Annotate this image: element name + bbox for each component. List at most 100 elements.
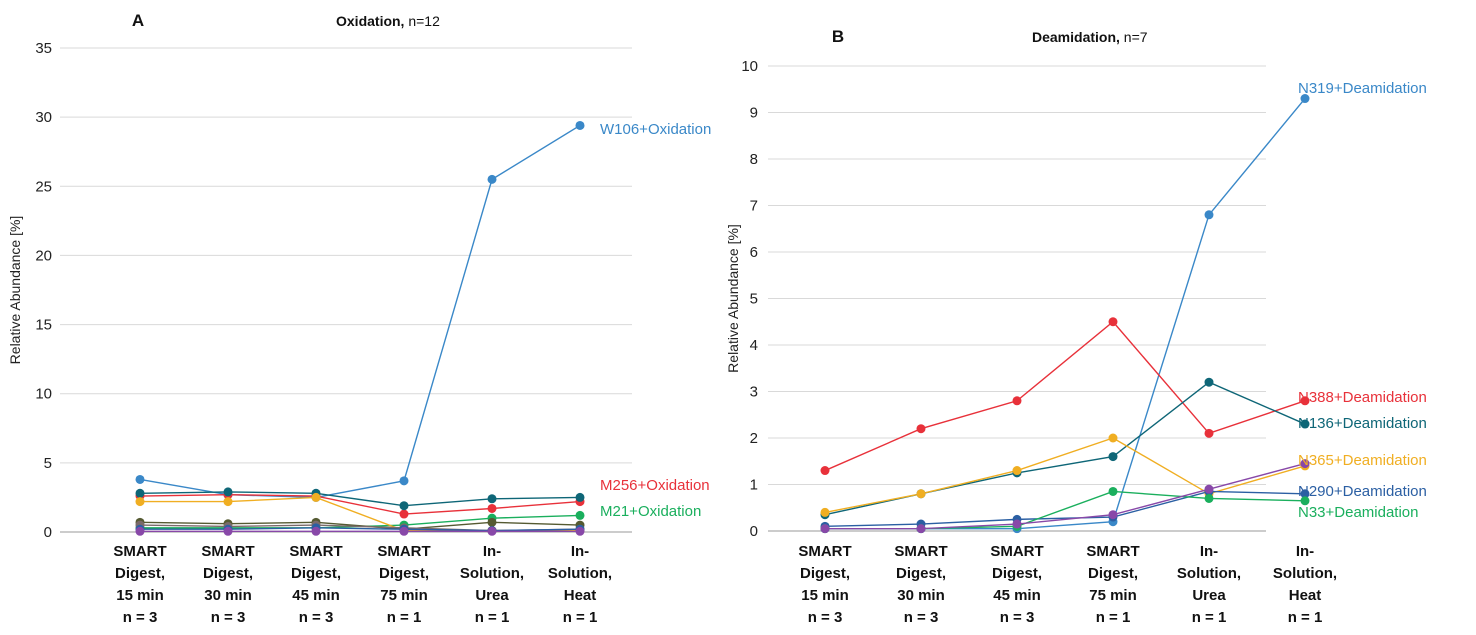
panel-b-series-point-6 [1108,510,1118,520]
panel-b-series-point-6 [1300,459,1310,469]
panel-a-series-point-1 [487,503,497,513]
panel-b-x-tick-label: Digest, [992,565,1042,582]
panel-b-x-tick-label: n = 1 [1096,609,1131,626]
panel-a-series-line-1 [139,493,581,515]
panel-b-y-tick-label: 6 [750,244,758,261]
panel-a-series-point-3 [135,488,145,498]
panel-b-series-label-1: N388+Deamidation [1298,389,1427,406]
panel-b-series-point-5 [1300,496,1310,506]
panel-b-series-point-2 [1108,452,1118,462]
panel-b-panel-label: B [832,27,844,46]
panel-a-x-tick-label: Digest, [379,565,429,582]
panel-b-series-point-1 [1300,396,1310,406]
panel-a-series-point-3 [223,487,233,497]
panel-a-series-point-3 [399,501,409,511]
panel-b-x-tick-label: Urea [1192,587,1226,604]
panel-a-x-tick-label: In- [571,543,589,560]
panel-a-series-point-0 [487,174,497,184]
panel-b-series-point-1 [820,466,830,476]
panel-a-x-tick-label: n = 3 [299,609,334,626]
panel-b-x-tick-label: In- [1296,543,1314,560]
panel-b-series-line-1 [824,320,1306,472]
panel-b-series-point-1 [1204,428,1214,438]
panel-b-series-point-3 [916,489,926,499]
panel-a-x-tick-label: SMART [201,543,254,560]
panel-b-series-point-1 [916,424,926,434]
panel-b-x-tick-label: 75 min [1089,587,1137,604]
panel-b-series-line-4 [824,490,1306,528]
panel-a-series-point-8 [399,526,409,536]
panel-a-x-tick-label: Solution, [548,565,612,582]
panel-b-x-tick-label: n = 3 [808,609,843,626]
panel-b-x-tick-label: SMART [990,543,1043,560]
panel-b-series-point-6 [1012,519,1022,529]
panel-a-series-label-2: M21+Oxidation [600,503,701,520]
panel-b-series-label-4: N290+Deamidation [1298,483,1427,500]
panel-b-series-point-6 [1204,484,1214,494]
panel-b-x-tick-label: Heat [1289,587,1322,604]
panel-b-x-tick-label: n = 3 [1000,609,1035,626]
panel-b-series-label-3: N365+Deamidation [1298,452,1427,469]
panel-a-title-rest: n=12 [404,13,440,29]
panel-b-series-point-3 [820,507,830,517]
panel-a-x-tick-label: 30 min [204,587,252,604]
panel-b-x-tick-label: In- [1200,543,1218,560]
panel-b-x-tick-label: SMART [894,543,947,560]
panel-a-y-tick-label: 0 [44,524,52,541]
panel-a-y-tick-label: 35 [35,40,52,57]
panel-b-y-tick-label: 0 [750,523,758,540]
panel-b-series-point-2 [1300,419,1310,429]
panel-a-series-point-4 [223,497,233,507]
panel-b-series-point-0 [1204,210,1214,220]
panel-a-y-tick-label: 30 [35,109,52,126]
panel-b-series-point-3 [1108,433,1118,443]
panel-a-x-tick-label: Heat [564,587,597,604]
panel-a-y-tick-label: 5 [44,455,52,472]
panel-a-x-tick-label: In- [483,543,501,560]
panel-a-series-point-0 [399,476,409,486]
panel-b-y-tick-label: 3 [750,384,758,401]
panel-b-series-point-5 [1108,486,1118,496]
panel-b-y-tick-label: 4 [750,337,758,354]
panel-b-series-point-6 [916,524,926,534]
panel-a-series-point-4 [311,492,321,502]
panel-b-y-axis-label: Relative Abundance [%] [725,224,741,373]
panel-a-x-tick-label: 15 min [116,587,164,604]
panel-a-x-tick-label: n = 1 [563,609,598,626]
panel-a-series-point-8 [135,526,145,536]
panel-b-x-tick-label: Digest, [800,565,850,582]
panel-a-x-tick-label: n = 3 [123,609,158,626]
panel-b-series-line-6 [825,462,1306,530]
panel-a-x-tick-label: Urea [475,587,509,604]
panel-b-y-tick-label: 10 [741,58,758,75]
panel-a-y-axis-label: Relative Abundance [%] [7,216,23,365]
panel-a-y-tick-label: 10 [35,386,52,403]
panel-b-series-point-5 [1204,493,1214,503]
panel-a-series-line-7 [140,527,581,532]
panel-b-series-label-5: N33+Deamidation [1298,504,1419,521]
panel-b-y-tick-label: 7 [750,198,758,215]
panel-a-x-tick-label: Solution, [460,565,524,582]
panel-b-series-point-3 [1012,466,1022,476]
panel-b-y-tick-label: 5 [750,291,758,308]
panel-b-x-tick-label: 15 min [801,587,849,604]
panel-a-x-tick-label: Digest, [115,565,165,582]
panel-b-title-bold: Deamidation, [1032,29,1120,45]
panel-a-x-tick-label: n = 3 [211,609,246,626]
panel-b-series-point-4 [1300,489,1310,499]
panel-a-x-tick-label: SMART [113,543,166,560]
panel-a-x-tick-label: Digest, [291,565,341,582]
panel-b-x-tick-label: Digest, [1088,565,1138,582]
panel-b-series-point-1 [1012,396,1022,406]
panel-b-y-tick-label: 9 [750,105,758,122]
panel-b-x-tick-label: Solution, [1177,565,1241,582]
panel-a-title-bold: Oxidation, [336,13,404,29]
panel-b-y-tick-label: 8 [750,151,758,168]
panel-a-x-tick-label: SMART [289,543,342,560]
panel-b-series-line-3 [824,437,1306,514]
panel-a-series-point-0 [575,120,585,130]
panel-a-series-point-4 [135,497,145,507]
panel-a-series-point-8 [575,526,585,536]
panel-a-x-tick-label: 45 min [292,587,340,604]
